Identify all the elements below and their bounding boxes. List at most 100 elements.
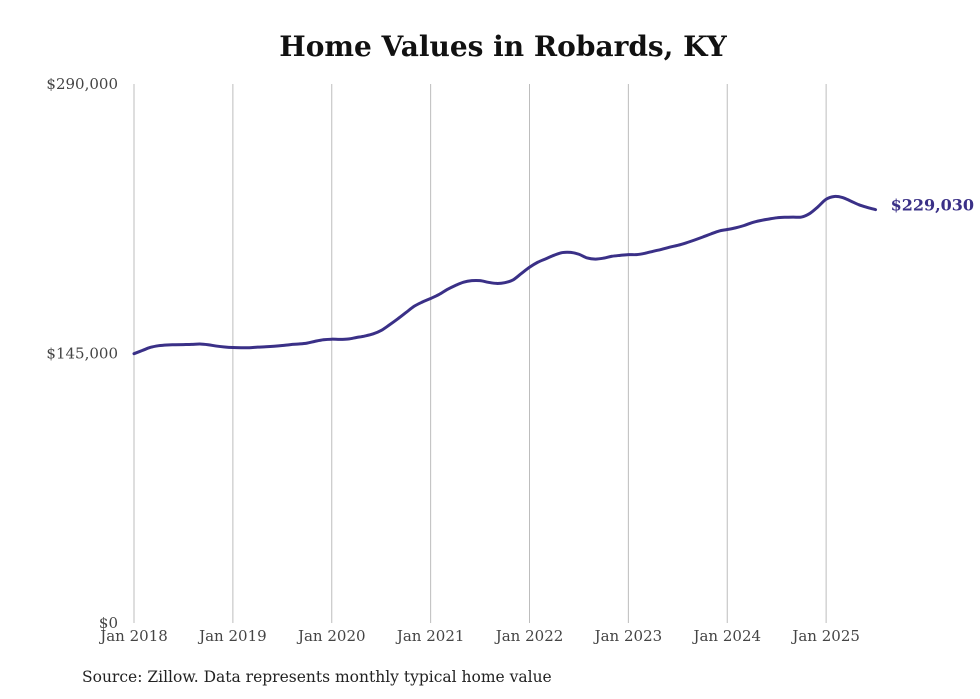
data-point-2020-08 — [388, 323, 391, 326]
data-point-2022-01 — [528, 266, 531, 269]
source-note: Source: Zillow. Data represents monthly … — [82, 668, 552, 686]
data-point-2021-09 — [495, 282, 498, 285]
data-point-2021-11 — [512, 278, 515, 281]
data-point-2018-08 — [190, 343, 193, 346]
data-point-2023-11 — [709, 232, 712, 235]
data-point-2018-11 — [215, 345, 218, 348]
data-point-2018-01 — [133, 352, 136, 355]
data-point-2022-10 — [602, 257, 605, 260]
data-point-2025-01 — [825, 198, 828, 201]
data-point-2018-03 — [149, 346, 152, 349]
data-point-2023-02 — [635, 253, 638, 256]
data-point-2021-05 — [462, 281, 465, 284]
data-point-2022-03 — [544, 257, 547, 260]
data-point-2023-01 — [627, 253, 630, 256]
data-point-2024-11 — [808, 212, 811, 215]
data-point-2024-01 — [726, 228, 729, 231]
data-point-2023-07 — [676, 244, 679, 247]
series-layer — [132, 194, 878, 356]
x-tick-label: Jan 2020 — [296, 627, 366, 645]
data-point-2020-03 — [347, 338, 350, 341]
data-point-2020-10 — [404, 311, 407, 314]
data-point-2023-06 — [668, 246, 671, 249]
data-point-2021-06 — [470, 279, 473, 282]
data-point-2024-12 — [816, 205, 819, 208]
data-point-2023-09 — [693, 239, 696, 242]
data-point-2021-08 — [487, 281, 490, 284]
data-point-2019-12 — [322, 338, 325, 341]
data-point-2025-02 — [833, 195, 836, 198]
data-point-2024-06 — [767, 218, 770, 221]
x-axis-ticks: Jan 2018 Jan 2019 Jan 2020 Jan 2021 Jan 2022… — [98, 627, 860, 645]
data-point-2019-11 — [314, 340, 317, 343]
data-point-2019-08 — [289, 343, 292, 346]
data-point-2018-06 — [174, 343, 177, 346]
data-point-2019-10 — [306, 342, 309, 345]
data-point-2021-01 — [429, 297, 432, 300]
data-point-2020-11 — [413, 305, 416, 308]
chart-title: Home Values in Robards, KY — [279, 30, 727, 63]
data-point-2019-06 — [273, 345, 276, 348]
data-point-2020-05 — [363, 335, 366, 338]
data-point-2019-07 — [281, 344, 284, 347]
data-point-2022-02 — [536, 261, 539, 264]
end-label-layer: $229,030 — [891, 196, 975, 215]
data-point-2019-09 — [297, 343, 300, 346]
data-point-2020-07 — [380, 329, 383, 332]
data-point-2024-03 — [742, 224, 745, 227]
y-tick-label: $145,000 — [46, 345, 118, 363]
data-point-2020-09 — [396, 317, 399, 320]
data-point-2024-05 — [759, 219, 762, 222]
data-point-2023-08 — [685, 241, 688, 244]
data-point-2024-07 — [775, 216, 778, 219]
y-tick-label: $0 — [99, 614, 118, 632]
data-point-2023-04 — [652, 250, 655, 253]
x-tick-label: Jan 2025 — [790, 627, 860, 645]
x-tick-label: Jan 2018 — [98, 627, 168, 645]
data-point-2023-05 — [660, 248, 663, 251]
data-point-2023-10 — [701, 236, 704, 239]
x-tick-label: Jan 2023 — [593, 627, 663, 645]
data-point-2021-10 — [503, 281, 506, 284]
x-tick-label: Jan 2019 — [197, 627, 267, 645]
data-point-2020-02 — [338, 338, 341, 341]
data-point-2018-07 — [182, 343, 185, 346]
data-point-2022-11 — [610, 255, 613, 258]
data-point-2025-07 — [874, 208, 877, 211]
data-point-2022-09 — [594, 258, 597, 261]
data-point-2019-04 — [256, 346, 259, 349]
data-point-2022-05 — [561, 251, 564, 254]
data-point-2018-09 — [198, 343, 201, 346]
data-point-2022-06 — [569, 251, 572, 254]
data-point-2021-04 — [454, 284, 457, 287]
data-point-2024-04 — [750, 221, 753, 224]
data-point-2023-03 — [643, 252, 646, 255]
data-point-2022-08 — [586, 256, 589, 259]
data-point-2022-07 — [577, 253, 580, 256]
data-point-2020-01 — [330, 338, 333, 341]
grid-lines — [133, 84, 827, 623]
data-point-2024-02 — [734, 226, 737, 229]
data-point-2022-12 — [619, 254, 622, 257]
data-point-2019-02 — [240, 346, 243, 349]
data-point-2021-07 — [479, 279, 482, 282]
data-point-2025-03 — [841, 196, 844, 199]
y-axis-ticks: $290,000 $145,000 $0 — [46, 75, 118, 632]
x-tick-label: Jan 2021 — [395, 627, 465, 645]
data-point-2019-05 — [264, 345, 267, 348]
data-point-2023-12 — [718, 230, 721, 233]
data-point-2025-04 — [849, 200, 852, 203]
data-point-2021-02 — [437, 293, 440, 296]
data-point-2025-05 — [858, 203, 861, 206]
y-tick-label: $290,000 — [46, 75, 118, 93]
data-point-2019-01 — [231, 346, 234, 349]
data-point-2018-05 — [165, 343, 168, 346]
data-point-2024-10 — [800, 216, 803, 219]
data-point-2020-04 — [355, 336, 358, 339]
end-value-label: $229,030 — [891, 196, 975, 215]
data-point-2022-04 — [553, 254, 556, 257]
series-line-home-value — [132, 194, 878, 356]
data-point-2018-04 — [157, 344, 160, 347]
